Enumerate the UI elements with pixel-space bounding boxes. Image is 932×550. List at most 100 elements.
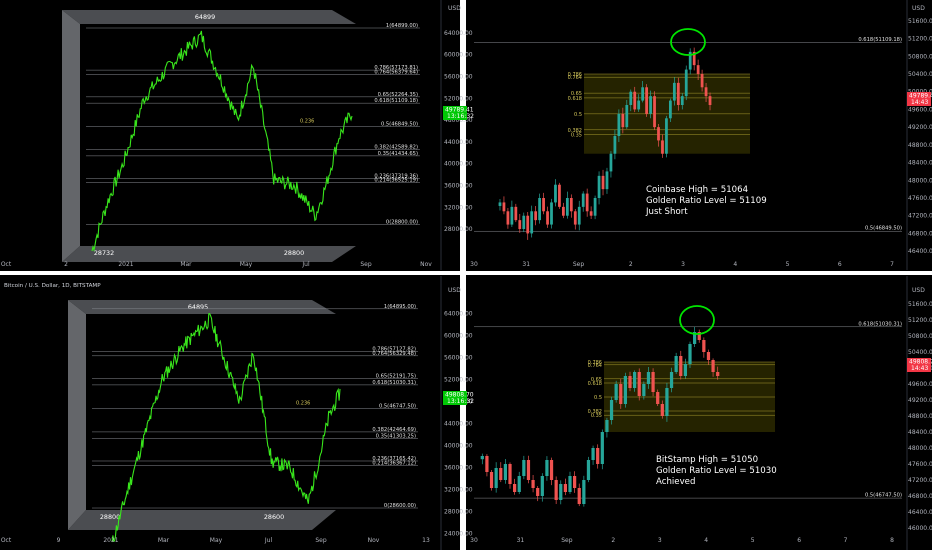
x-tick-label: 6 xyxy=(797,537,801,544)
high-highlight-ellipse xyxy=(670,28,706,56)
x-tick-label: Oct xyxy=(1,261,12,268)
y-tick-label: 51600.00 xyxy=(908,18,932,25)
fib-zone-label: 0.5 xyxy=(594,395,602,401)
y-tick-label: 49200.00 xyxy=(908,397,932,404)
y-tick-label: 56000.00 xyxy=(444,74,473,81)
last-price-badge xyxy=(907,92,931,106)
last-price-time: 14:43 xyxy=(911,99,928,106)
candle-body xyxy=(676,82,680,105)
y-tick-label: 44000.00 xyxy=(444,139,473,146)
fib-level-label: 0(28600.00) xyxy=(384,503,416,509)
x-tick-label: 2021 xyxy=(118,261,133,268)
candle-body xyxy=(573,211,577,225)
fib-level-label: 0.5(46849.50) xyxy=(381,121,418,127)
wedge-bottom-right-label: 28600 xyxy=(264,513,284,521)
fib-level-label: 0.786(57127.82) xyxy=(372,346,416,352)
fib-level-label: 0.382(42464.69) xyxy=(372,427,416,433)
candle-body xyxy=(591,448,595,460)
candle-body xyxy=(617,113,621,136)
x-tick-label: Mar xyxy=(180,261,192,268)
candle-body xyxy=(597,175,601,198)
candle-body xyxy=(526,460,531,480)
price-line xyxy=(91,30,353,253)
candle-body xyxy=(601,175,605,190)
fib-level-label: 0.382(42589.82) xyxy=(374,145,418,151)
last-price-value: 49808.70 xyxy=(909,359,932,366)
candle-body xyxy=(554,480,558,500)
candle-body xyxy=(499,468,503,480)
x-tick-label: Sep xyxy=(360,261,372,268)
x-tick-label: 6 xyxy=(838,261,842,268)
candle-body xyxy=(565,198,569,216)
fib-zone-label: 0.618 xyxy=(568,96,582,102)
y-tick-label: 47600.00 xyxy=(908,195,932,202)
candle-body xyxy=(696,65,700,74)
wedge-top-face xyxy=(68,300,336,314)
candle-body xyxy=(665,388,669,416)
wedge-bottom-face xyxy=(68,510,336,530)
candle-body xyxy=(702,340,706,352)
symbol-header: Bitcoin / U.S. Dollar, 1D, BITSTAMP xyxy=(4,283,101,289)
candle-body xyxy=(600,432,604,464)
candle-body xyxy=(646,372,651,384)
y-tick-label: 47600.00 xyxy=(908,461,932,468)
high-highlight-ellipse xyxy=(679,305,715,335)
candle-body xyxy=(582,480,586,504)
y-tick-label: 49600.00 xyxy=(908,106,932,113)
last-price-badge xyxy=(443,391,467,405)
candle-body xyxy=(674,356,678,372)
fib-zone-label: 0.786 xyxy=(568,72,582,78)
fib-level-label: 0.236(37319.36) xyxy=(374,173,418,179)
candle-body xyxy=(585,193,589,212)
y-tick-label: 48800.00 xyxy=(908,413,932,420)
x-tick-label: 2 xyxy=(629,261,633,268)
candle-body xyxy=(628,376,632,388)
x-tick-label: 8 xyxy=(890,537,894,544)
candle-body xyxy=(629,91,633,105)
currency-label: USD xyxy=(912,287,925,294)
candle-body xyxy=(569,198,573,212)
level-label: 0.5(46849.50) xyxy=(865,226,902,232)
x-tick-label: 13 xyxy=(422,537,430,544)
candle-body xyxy=(651,372,655,392)
fib-zone-label: 0.764 xyxy=(588,363,602,369)
candle-body xyxy=(506,211,510,225)
candle-body xyxy=(625,105,629,128)
annotation-line: Golden Ratio Level = 51109 xyxy=(646,196,767,206)
candle-body xyxy=(596,448,600,464)
candle-body xyxy=(711,360,715,372)
y-tick-label: 50400.00 xyxy=(908,71,932,78)
annotation-line: Golden Ratio Level = 51030 xyxy=(656,466,777,476)
y-tick-label: 52000.00 xyxy=(444,377,473,384)
candle-body xyxy=(540,476,544,496)
x-tick-label: 30 xyxy=(470,537,478,544)
fib-level-label: 0.214(36367.12) xyxy=(372,460,416,466)
candle-body xyxy=(679,356,683,376)
candle-body xyxy=(513,484,517,492)
y-tick-label: 48000.00 xyxy=(444,117,473,124)
fib-level-label: 0.764(56379.64) xyxy=(374,69,418,75)
y-tick-label: 47200.00 xyxy=(908,477,932,484)
candle-body xyxy=(661,140,664,154)
fib-level-label: 0.65(52191.75) xyxy=(376,374,416,380)
x-tick-label: Nov xyxy=(420,261,432,268)
x-tick-label: Nov xyxy=(368,537,380,544)
level-label: 0.618(51109.18) xyxy=(858,37,902,43)
fib-zone-label: 0.786 xyxy=(588,360,602,366)
candle-body xyxy=(656,392,660,404)
x-tick-label: Sep xyxy=(561,537,573,544)
candle-body xyxy=(546,211,549,225)
x-tick-label: Mar xyxy=(158,537,170,544)
x-tick-label: 2 xyxy=(611,537,615,544)
candle-body xyxy=(708,96,712,105)
y-tick-label: 47200.00 xyxy=(908,213,932,220)
candle-body xyxy=(563,484,567,492)
wedge-top-label: 64895 xyxy=(188,303,208,311)
fib-level-label: 0.236(37165.42) xyxy=(372,456,416,462)
candle-body xyxy=(518,220,522,229)
candle-body xyxy=(653,96,656,128)
candle-body xyxy=(657,127,660,141)
candle-body xyxy=(558,184,561,207)
inline-fib-label: 0.236 xyxy=(296,400,310,406)
annotation-line: BitStamp High = 51050 xyxy=(656,455,758,465)
